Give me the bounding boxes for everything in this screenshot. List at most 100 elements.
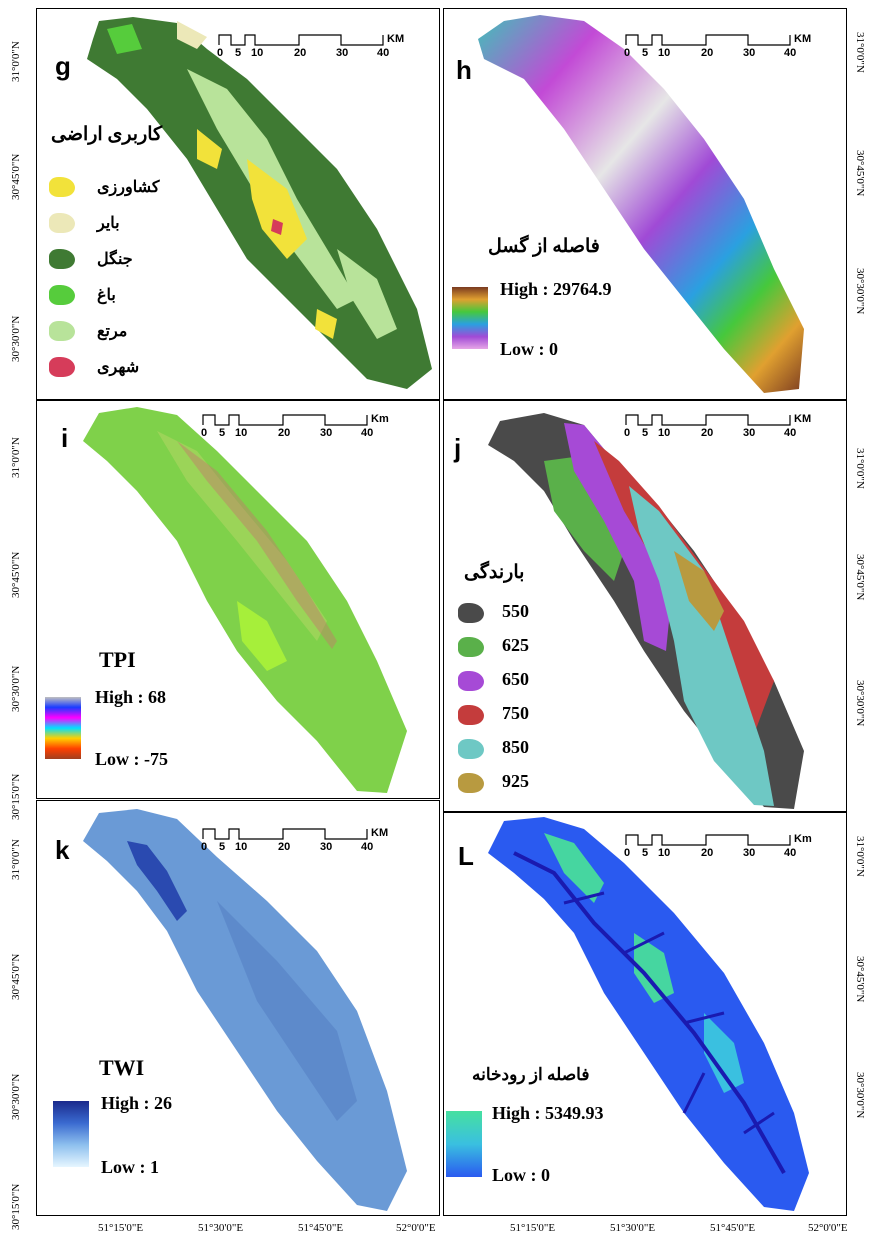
twi-map <box>83 809 407 1211</box>
legend-label-rangeland: مرتع <box>97 323 128 340</box>
legend-low: Low : -75 <box>95 749 168 769</box>
lon-label-left-4: 52°0'0"E <box>396 1222 436 1234</box>
scale-tick-0: 0 <box>217 47 224 59</box>
scale-tick-20: 20 <box>701 47 714 59</box>
lat-label-left-7: 30°15'0"N <box>10 773 22 820</box>
scale-tick-5: 5 <box>219 841 226 853</box>
legend-swatch-750 <box>458 705 484 725</box>
scale-bar: 0 5 10 20 30 40 KM <box>217 31 417 65</box>
lat-label-right-7: 31°0'0"N <box>854 836 866 877</box>
lon-label-right-3: 51°45'0"E <box>710 1222 756 1234</box>
scale-tick-30: 30 <box>743 847 756 859</box>
legend-gradient <box>53 1101 89 1167</box>
scale-tick-40: 40 <box>361 427 374 439</box>
scale-tick-30: 30 <box>320 427 333 439</box>
lat-label-left-6: 30°30'0"N <box>10 665 22 712</box>
lat-label-right-1: 31°0'0"N <box>854 32 866 73</box>
scale-tick-30: 30 <box>320 841 333 853</box>
panel-letter-g: g <box>55 51 71 81</box>
legend-swatch-925 <box>458 773 484 793</box>
legend-gradient <box>446 1111 482 1177</box>
lon-label-left-3: 51°45'0"E <box>298 1222 344 1234</box>
scale-tick-40: 40 <box>784 47 797 59</box>
scale-tick-40: 40 <box>784 427 797 439</box>
scale-tick-10: 10 <box>235 427 248 439</box>
scale-tick-0: 0 <box>624 47 631 59</box>
scale-tick-5: 5 <box>219 427 226 439</box>
lat-label-right-6: 30°30'0"N <box>854 680 866 727</box>
scale-tick-5: 5 <box>235 47 242 59</box>
legend-label-925: 925 <box>502 771 529 791</box>
scale-unit: Km <box>371 413 389 425</box>
scale-tick-30: 30 <box>743 427 756 439</box>
landuse-map <box>87 17 432 389</box>
scale-tick-0: 0 <box>201 841 208 853</box>
panel-h-fault-distance: h 0 5 10 20 30 40 KM فاصله از گسل High :… <box>443 8 847 400</box>
legend-swatch-forest <box>49 249 75 269</box>
legend-swatch-625 <box>458 637 484 657</box>
scale-tick-40: 40 <box>361 841 374 853</box>
legend-high: High : 68 <box>95 687 167 707</box>
scale-tick-10: 10 <box>235 841 248 853</box>
scale-tick-10: 10 <box>251 47 264 59</box>
legend-label-forest: جنگل <box>97 251 133 268</box>
lat-label-right-3: 30°30'0"N <box>854 268 866 315</box>
legend-low: Low : 0 <box>492 1165 550 1185</box>
lat-label-left-9: 30°45'0"N <box>10 953 22 1000</box>
scale-tick-30: 30 <box>336 47 349 59</box>
lon-label-right-2: 51°30'0"E <box>610 1222 656 1234</box>
tpi-map <box>83 407 407 793</box>
panel-letter-j: j <box>454 433 462 463</box>
scale-tick-20: 20 <box>278 841 291 853</box>
legend-label-orchard: باغ <box>97 287 116 304</box>
lat-label-right-5: 30°45'0"N <box>854 554 866 601</box>
legend-title: TWI <box>99 1055 145 1080</box>
scale-tick-5: 5 <box>642 847 649 859</box>
panel-letter-h: h <box>456 55 472 85</box>
legend-high: High : 26 <box>101 1093 173 1113</box>
legend-swatch-650 <box>458 671 484 691</box>
lat-label-right-8: 30°45'0"N <box>854 956 866 1003</box>
legend-swatch-agriculture <box>49 177 75 197</box>
scale-tick-0: 0 <box>201 427 208 439</box>
panel-k-twi: k 0 5 10 20 30 40 KM TWI High : 26 Low :… <box>36 800 440 1216</box>
legend-swatch-urban <box>49 357 75 377</box>
legend-label-750: 750 <box>502 703 529 723</box>
panel-j-rainfall: j 0 5 10 20 30 40 KM بارندگی 550 625 650… <box>443 400 847 812</box>
scale-bar: 0 5 10 20 30 40 Km <box>624 831 824 865</box>
scale-tick-20: 20 <box>701 427 714 439</box>
lat-label-left-8: 31°0'0"N <box>10 839 22 880</box>
legend-label-urban: شهری <box>97 359 140 376</box>
legend-low: Low : 1 <box>101 1157 159 1177</box>
scale-tick-5: 5 <box>642 47 649 59</box>
legend-swatch-orchard <box>49 285 75 305</box>
legend-label-625: 625 <box>502 635 529 655</box>
legend-label-barren: بایر <box>97 215 120 232</box>
legend-label-650: 650 <box>502 669 529 689</box>
legend-label-agriculture: کشاورزی <box>97 179 160 196</box>
lat-label-left-5: 30°45'0"N <box>10 551 22 598</box>
scale-unit: KM <box>387 33 405 45</box>
scale-tick-40: 40 <box>784 847 797 859</box>
panel-g-landuse: g 0 5 10 20 30 40 KM کاربری اراضی کشاورز… <box>36 8 440 400</box>
panel-letter-i: i <box>61 423 69 453</box>
scale-bar: 0 5 10 20 30 40 KM <box>624 411 824 445</box>
legend-title: TPI <box>99 647 136 672</box>
lat-label-left-2: 30°45'0"N <box>10 153 22 200</box>
legend-swatch-550 <box>458 603 484 623</box>
scale-bar: 0 5 10 20 30 40 KM <box>201 825 401 859</box>
scale-tick-5: 5 <box>642 427 649 439</box>
panel-letter-L: L <box>458 841 474 871</box>
lat-label-left-3: 30°30'0"N <box>10 315 22 362</box>
panel-i-tpi: i 0 5 10 20 30 40 Km TPI High : 68 Low :… <box>36 400 440 799</box>
scale-tick-10: 10 <box>658 427 671 439</box>
scale-bar: 0 5 10 20 30 40 KM <box>624 31 824 65</box>
legend-gradient <box>452 287 488 349</box>
legend-label-550: 550 <box>502 601 529 621</box>
scale-tick-20: 20 <box>701 847 714 859</box>
river-distance-map <box>488 817 809 1211</box>
lat-label-right-9: 30°30'0"N <box>854 1072 866 1119</box>
legend-high: High : 29764.9 <box>500 279 612 299</box>
panel-letter-k: k <box>55 835 70 865</box>
scale-tick-20: 20 <box>278 427 291 439</box>
